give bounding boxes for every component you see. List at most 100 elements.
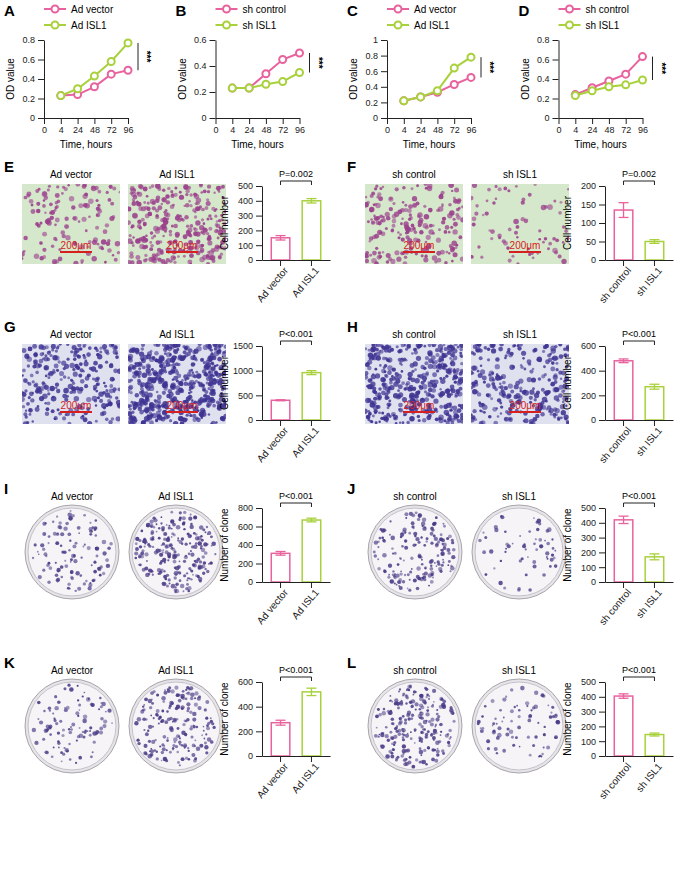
- cell-dot: [44, 365, 49, 370]
- legend-label: sh control: [243, 4, 286, 15]
- cell-dot: [370, 218, 373, 221]
- cell-dot: [117, 369, 120, 374]
- cell-dot: [44, 366, 47, 369]
- legend-marker: [223, 6, 230, 13]
- scale-bar-label: 200μm: [167, 400, 198, 411]
- cell-dot: [193, 374, 197, 378]
- cell-dot: [70, 363, 75, 368]
- cell-dot: [82, 415, 85, 418]
- cell-dot: [59, 371, 64, 376]
- legend-label: Ad ISL1: [71, 20, 107, 31]
- cell-dot: [391, 229, 395, 233]
- tick-label: 500: [238, 391, 253, 401]
- cell-dot: [146, 207, 150, 211]
- series-marker: [622, 81, 629, 88]
- error-bar: [306, 371, 316, 375]
- series-marker: [279, 56, 286, 63]
- tick-mark: [38, 79, 44, 80]
- cell-dot: [97, 396, 100, 399]
- cell-dot: [210, 217, 213, 220]
- cell-dot: [99, 350, 102, 353]
- cell-dot: [218, 256, 222, 260]
- cell-dot: [105, 418, 109, 422]
- tick: 0: [591, 255, 605, 265]
- cell-dot: [185, 193, 188, 196]
- cell-dot: [189, 382, 193, 386]
- cell-dot: [205, 373, 208, 376]
- cell-dot: [22, 251, 25, 256]
- cell-dot: [55, 356, 60, 361]
- significance-line: [652, 57, 653, 80]
- cell-dot: [148, 372, 152, 376]
- cell-dot: [395, 422, 398, 424]
- cell-dot: [147, 202, 150, 205]
- tick: 0.4: [365, 82, 387, 92]
- tick-label: 72: [621, 125, 631, 135]
- tick-label: 0: [30, 113, 35, 123]
- cell-dot: [47, 351, 51, 355]
- cell-dot: [77, 389, 82, 394]
- cell-dot: [101, 239, 107, 245]
- cell-dot: [151, 368, 154, 371]
- cell-dot: [413, 228, 416, 231]
- tick-mark: [256, 346, 262, 347]
- cell-dot: [200, 408, 205, 413]
- tick: 1000: [233, 366, 262, 376]
- tick-mark: [553, 79, 559, 80]
- cell-dot: [136, 260, 142, 264]
- error-bar: [276, 236, 286, 240]
- tick: 0: [556, 118, 561, 135]
- cell-dot: [171, 369, 176, 374]
- cell-dot: [94, 347, 98, 351]
- cell-dot: [34, 253, 39, 258]
- error-bar-cap: [649, 243, 659, 244]
- cell-dot: [164, 360, 168, 364]
- cell-dot: [460, 257, 463, 262]
- cell-dot: [113, 350, 118, 355]
- cell-dot: [381, 218, 385, 222]
- cell-dot: [79, 362, 83, 366]
- cell-dot: [174, 193, 178, 197]
- cell-dot: [149, 241, 152, 244]
- axis-line: [45, 118, 129, 119]
- cell-dot: [155, 400, 159, 404]
- cell-dot: [33, 352, 37, 356]
- bar: [271, 400, 290, 420]
- error-bar-cap: [276, 399, 286, 400]
- cell-dot: [134, 348, 139, 353]
- tick-label: 1500: [233, 341, 253, 351]
- micrograph-cells: [128, 344, 226, 424]
- series-marker: [434, 87, 441, 94]
- y-axis-title: OD value: [177, 58, 188, 100]
- cell-dot: [183, 184, 188, 189]
- cell-dot: [129, 408, 132, 411]
- micrograph: [365, 344, 463, 424]
- cell-dot: [196, 418, 201, 423]
- tick-mark: [256, 201, 262, 202]
- tick: 72: [107, 118, 117, 135]
- cell-dot: [95, 420, 98, 423]
- x-axis-title: Time, hours: [60, 139, 112, 150]
- tick-label: 48: [261, 125, 271, 135]
- plot-area: [400, 54, 474, 105]
- cell-dot: [475, 204, 479, 208]
- cell-dot: [170, 190, 173, 193]
- cell-dot: [153, 226, 158, 231]
- significance-line: [481, 57, 482, 77]
- cell-dot: [369, 254, 372, 257]
- cell-dot: [66, 395, 69, 398]
- cell-dot: [375, 185, 378, 188]
- legend-marker: [395, 22, 402, 29]
- cell-dot: [132, 244, 135, 247]
- cell-dot: [86, 352, 91, 357]
- tick-label: 0.8: [22, 35, 35, 45]
- cell-dot: [71, 205, 75, 209]
- cell-dot: [142, 366, 146, 370]
- line-panel: Dsh controlsh ISL100.20.40.60.8042448729…: [519, 2, 667, 150]
- tick-mark: [437, 118, 438, 124]
- cell-dot: [103, 406, 106, 409]
- tick-label: 24: [245, 125, 255, 135]
- cell-dot: [32, 364, 36, 368]
- tick-label: 50: [586, 237, 596, 247]
- cell-dot: [159, 369, 163, 373]
